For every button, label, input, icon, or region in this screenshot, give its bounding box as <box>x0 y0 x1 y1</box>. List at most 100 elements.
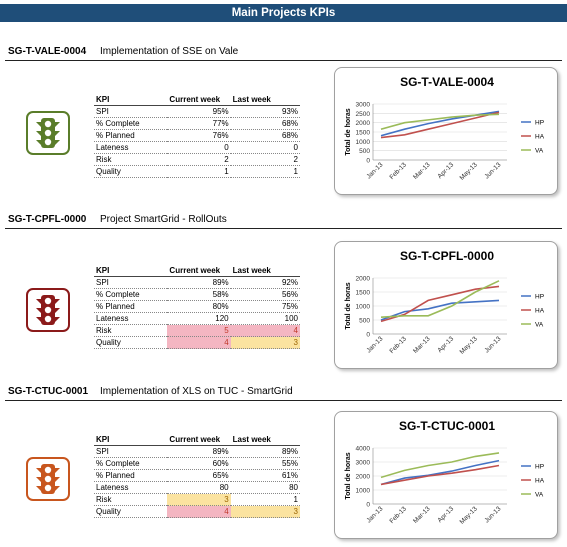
kpi-current-value: 76% <box>167 129 231 142</box>
kpi-name: Quality <box>94 505 168 518</box>
table-row: Risk 5 4 <box>94 324 300 337</box>
y-tick-label: 500 <box>359 318 370 325</box>
y-tick-label: 2500 <box>356 111 371 118</box>
last-week-header: Last week <box>230 266 300 277</box>
x-tick-label: Apr-13 <box>436 161 455 180</box>
traffic-light-glyph <box>36 295 60 325</box>
kpi-current-value: 0 <box>167 141 231 154</box>
x-tick-label: Apr-13 <box>436 505 455 524</box>
x-tick-label: Mar-13 <box>412 161 432 181</box>
legend-label: HP <box>535 294 544 301</box>
y-tick-label: 1500 <box>356 290 371 297</box>
table-row: Quality 4 3 <box>94 505 300 518</box>
project-header: SG-T-CPFL-0000 Project SmartGrid - RollO… <box>5 213 562 229</box>
kpi-name: Quality <box>94 165 168 178</box>
table-row: % Complete 77% 68% <box>94 117 300 130</box>
x-tick-label: Jun-13 <box>483 335 502 354</box>
current-week-header: Current week <box>167 266 231 277</box>
table-row: % Complete 60% 55% <box>94 457 300 470</box>
page-title: Main Projects KPIs <box>0 4 567 22</box>
kpi-last-value: 4 <box>230 324 300 337</box>
series-line-ha <box>380 111 500 139</box>
kpi-current-value: 60% <box>167 457 231 470</box>
table-row: % Planned 65% 61% <box>94 469 300 482</box>
legend-label: VA <box>535 322 544 329</box>
traffic-light-icon <box>26 288 70 332</box>
project-name: Project SmartGrid - RollOuts <box>100 214 227 225</box>
current-week-header: Current week <box>167 95 231 106</box>
kpi-last-value: 3 <box>230 505 300 518</box>
y-tick-label: 500 <box>359 148 370 155</box>
kpi-name: % Complete <box>94 117 168 130</box>
x-tick-label: May-13 <box>459 505 480 526</box>
kpi-last-value: 89% <box>230 445 300 458</box>
last-week-header: Last week <box>230 95 300 106</box>
series-line-hp <box>380 459 500 486</box>
series-line-hp <box>380 299 500 321</box>
kpi-current-value: 2 <box>167 153 231 166</box>
legend-label: HA <box>535 308 545 315</box>
kpi-name: % Complete <box>94 288 168 301</box>
kpi-current-value: 5 <box>167 324 231 337</box>
kpi-last-value: 93% <box>230 105 300 118</box>
traffic-light-icon <box>26 111 70 155</box>
kpi-last-value: 2 <box>230 153 300 166</box>
project-name: Implementation of SSE on Vale <box>100 46 239 57</box>
traffic-light-glyph <box>36 118 60 148</box>
series-line-va <box>380 113 500 130</box>
project-name: Implementation of XLS on TUC - SmartGrid <box>100 386 293 397</box>
x-tick-label: Jun-13 <box>483 505 502 524</box>
kpi-name: % Planned <box>94 300 168 313</box>
table-row: SPI 89% 89% <box>94 445 300 458</box>
kpi-name: Risk <box>94 493 168 506</box>
table-row: SPI 95% 93% <box>94 105 300 118</box>
table-row: % Planned 80% 75% <box>94 300 300 313</box>
kpi-name: SPI <box>94 276 168 289</box>
kpi-last-value: 68% <box>230 117 300 130</box>
kpi-last-value: 68% <box>230 129 300 142</box>
series-line-ha <box>380 464 500 486</box>
table-row: Lateness 120 100 <box>94 312 300 325</box>
kpi-current-value: 4 <box>167 505 231 518</box>
kpi-current-value: 120 <box>167 312 231 325</box>
kpi-current-value: 80% <box>167 300 231 313</box>
kpi-current-value: 77% <box>167 117 231 130</box>
kpi-name: SPI <box>94 445 168 458</box>
table-row: Quality 4 3 <box>94 336 300 349</box>
chart-title: SG-T-CTUC-0001 <box>398 419 496 433</box>
series-line-va <box>380 452 500 479</box>
y-tick-label: 0 <box>366 158 370 165</box>
x-tick-label: May-13 <box>459 161 480 182</box>
kpi-chart: 0 1000 2000 3000 4000 Total de horas Jan-13 Feb… <box>334 411 558 539</box>
traffic-light-icon <box>26 457 70 501</box>
table-row: Quality 1 1 <box>94 165 300 178</box>
kpi-table: KPI Current week Last week SPI 89% 89%% Compl… <box>94 435 300 518</box>
kpi-last-value: 61% <box>230 469 300 482</box>
kpi-last-value: 75% <box>230 300 300 313</box>
y-tick-label: 3000 <box>356 102 371 109</box>
x-tick-label: Feb-13 <box>388 335 408 355</box>
y-tick-label: 2000 <box>356 474 371 481</box>
project-section: SG-T-CPFL-0000 Project SmartGrid - RollO… <box>0 213 567 383</box>
kpi-column-header: KPI <box>94 266 168 277</box>
table-row: Lateness 0 0 <box>94 141 300 154</box>
kpi-current-value: 89% <box>167 445 231 458</box>
y-tick-label: 1000 <box>356 139 371 146</box>
kpi-name: Lateness <box>94 481 168 494</box>
x-tick-label: Mar-13 <box>412 505 432 525</box>
project-header: SG-T-CTUC-0001 Implementation of XLS on … <box>5 385 562 401</box>
y-tick-label: 0 <box>366 502 370 509</box>
x-tick-label: Jun-13 <box>483 161 502 180</box>
kpi-last-value: 100 <box>230 312 300 325</box>
traffic-light-glyph <box>36 464 60 494</box>
kpi-current-value: 95% <box>167 105 231 118</box>
kpi-last-value: 3 <box>230 336 300 349</box>
y-tick-label: 1000 <box>356 304 371 311</box>
kpi-chart: 0 500 1000 1500 2000 2500 3000 Total de horas Ja… <box>334 67 558 195</box>
chart-title: SG-T-VALE-0004 <box>400 75 494 89</box>
legend-label: HA <box>535 134 545 141</box>
table-row: Risk 2 2 <box>94 153 300 166</box>
kpi-name: % Complete <box>94 457 168 470</box>
